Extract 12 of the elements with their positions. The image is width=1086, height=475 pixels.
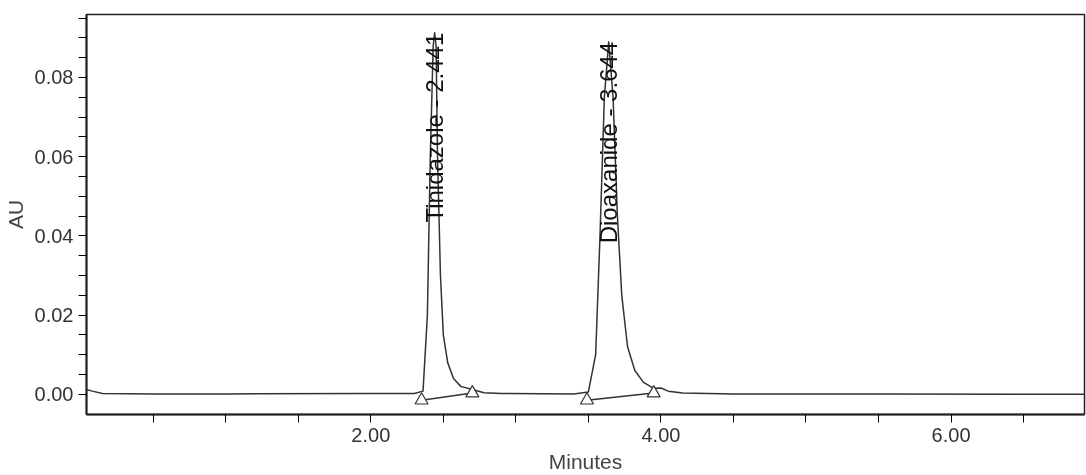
- y-tick-label: 0.06: [34, 145, 74, 168]
- y-tick-label: 0.04: [34, 224, 74, 247]
- y-tick-label: 0.08: [34, 66, 74, 89]
- y-tick-label: 0.02: [34, 304, 74, 327]
- x-tick-label: 4.00: [641, 423, 681, 446]
- x-tick-label: 6.00: [931, 423, 971, 446]
- y-axis-title: AU: [3, 199, 27, 230]
- annotation: Tinidazole - 2.441: [421, 32, 449, 223]
- x-axis-title: Minutes: [548, 449, 623, 473]
- y-tick-label: 0.00: [34, 383, 74, 406]
- x-tick-label: 2.00: [351, 423, 391, 446]
- annotation: Dioaxanide - 3.644: [595, 41, 623, 244]
